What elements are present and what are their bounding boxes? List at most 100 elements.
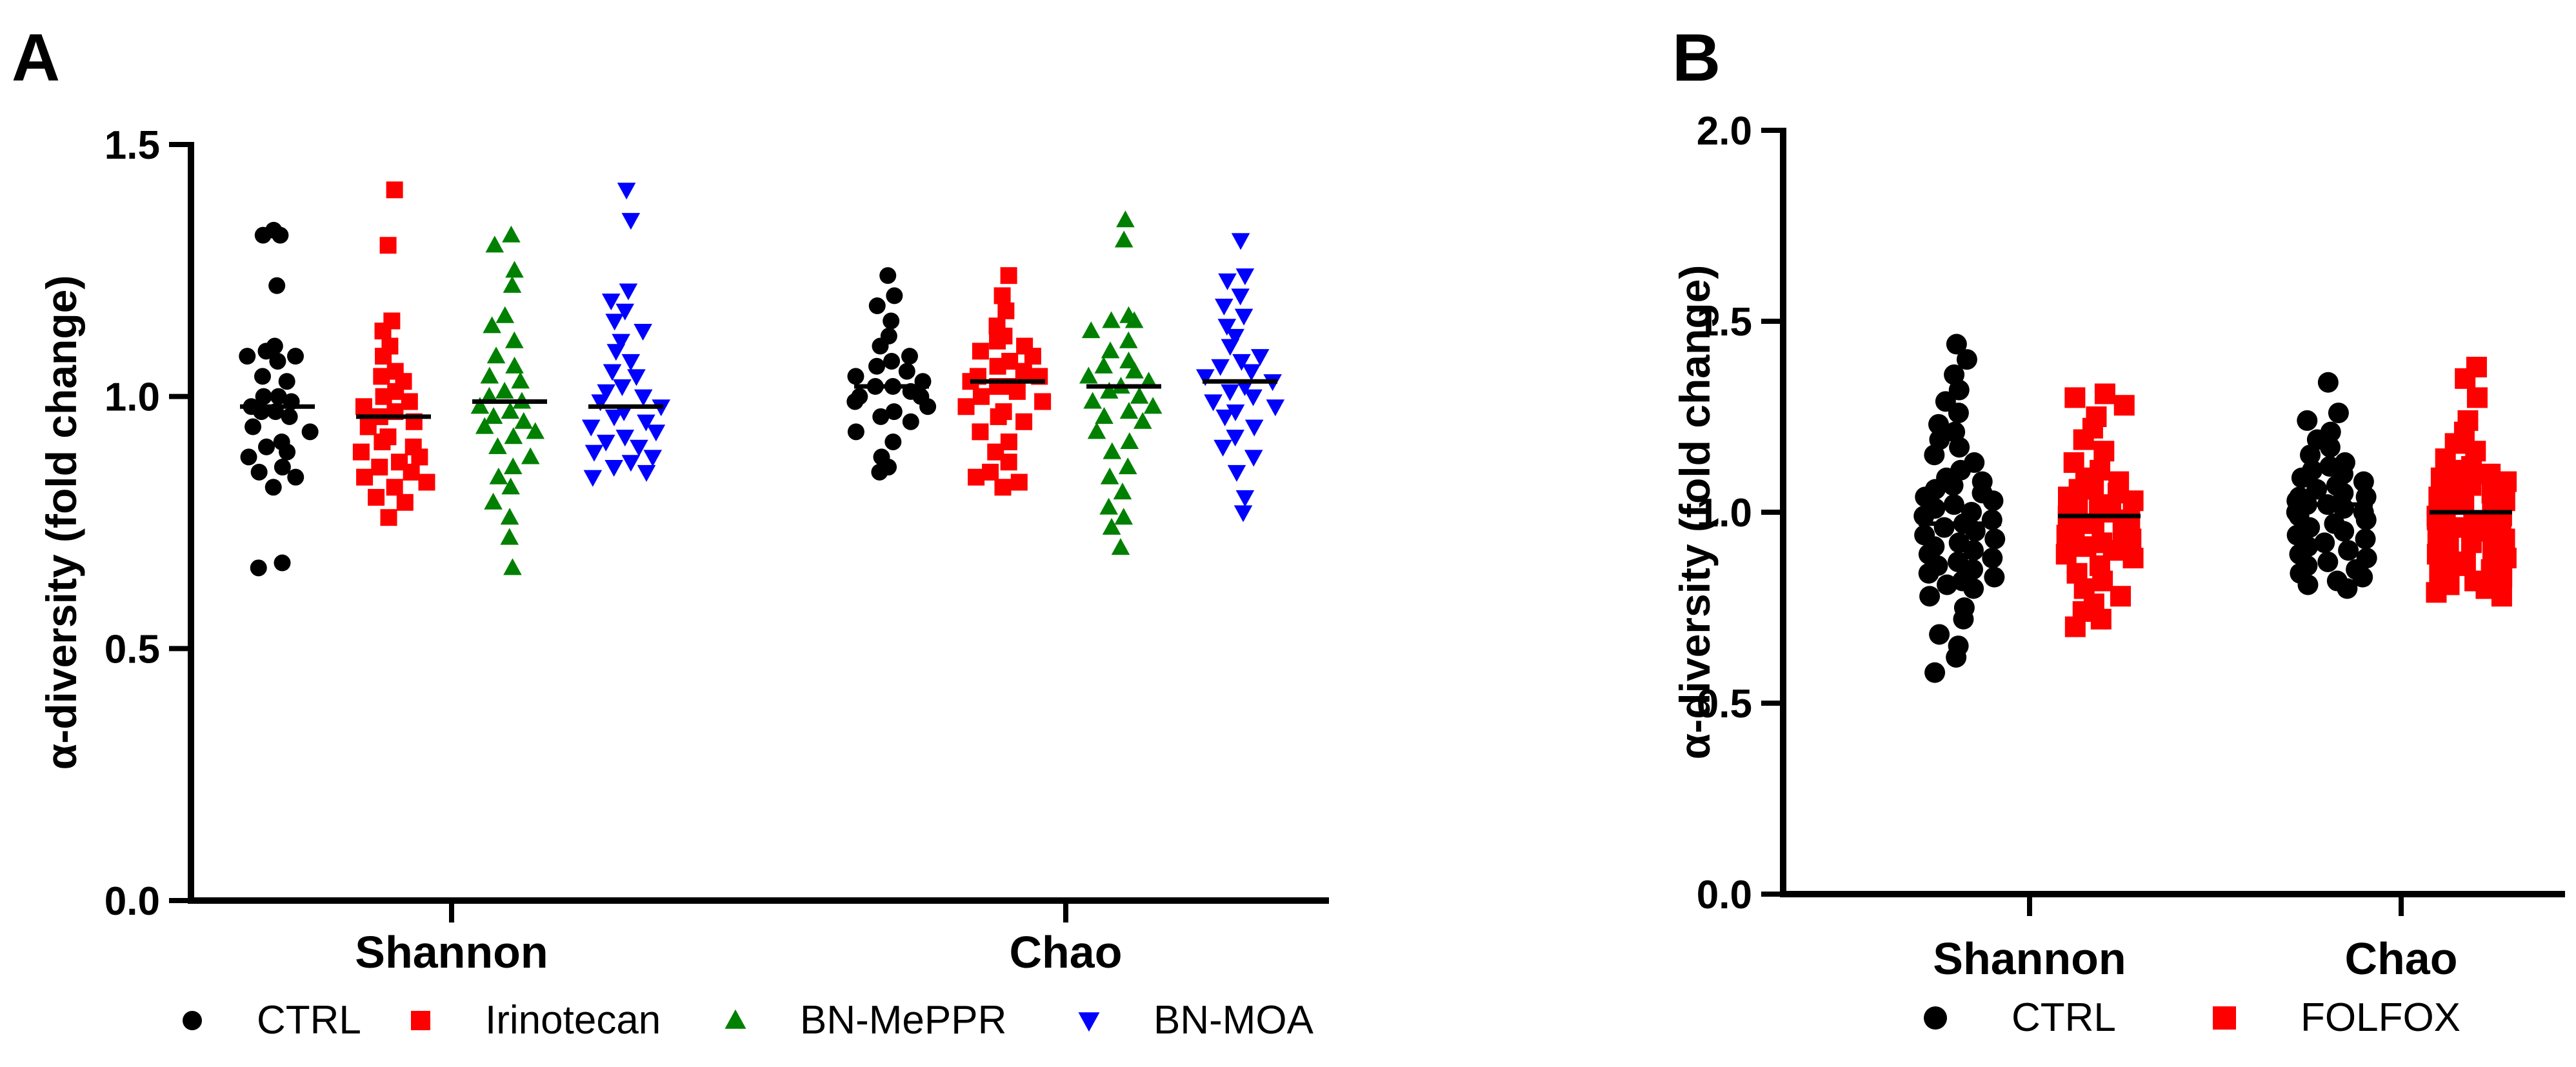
data-point-folfox-chao bbox=[2426, 544, 2448, 565]
data-point-bn-meppr-chao bbox=[1130, 386, 1149, 404]
data-point-folfox-shannon bbox=[2121, 528, 2142, 550]
data-point-bn-meppr-chao bbox=[1114, 230, 1133, 248]
data-point-ctrl-chao bbox=[2299, 444, 2321, 466]
data-point-folfox-shannon bbox=[2113, 395, 2135, 416]
data-point-ctrl-chao bbox=[2317, 372, 2339, 393]
data-point-ctrl-shannon bbox=[1956, 349, 1977, 370]
data-point-bn-meppr-chao bbox=[1102, 517, 1121, 535]
data-point-bn-moa-shannon bbox=[617, 183, 636, 200]
data-point-folfox-shannon bbox=[2056, 524, 2077, 546]
data-point-ctrl-shannon bbox=[258, 438, 275, 455]
legend-marker-irinotecan bbox=[411, 1011, 430, 1030]
data-point-ctrl-shannon bbox=[1924, 662, 1946, 683]
data-point-ctrl-chao bbox=[2306, 479, 2328, 500]
y-tick-label: 1.0 bbox=[1697, 491, 1752, 535]
data-point-ctrl-shannon bbox=[287, 348, 305, 365]
data-point-ctrl-shannon bbox=[301, 423, 319, 441]
data-point-folfox-shannon bbox=[2075, 536, 2097, 557]
data-point-bn-moa-shannon bbox=[606, 344, 626, 361]
data-point-bn-meppr-chao bbox=[1101, 341, 1120, 359]
y-axis-title: α-diversity (fold change) bbox=[37, 275, 85, 770]
data-point-irinotecan-chao bbox=[957, 398, 975, 415]
data-point-bn-meppr-shannon bbox=[503, 275, 522, 293]
data-point-bn-meppr-chao bbox=[1119, 331, 1138, 348]
data-point-bn-meppr-chao bbox=[1103, 442, 1122, 459]
data-point-ctrl-chao bbox=[868, 297, 886, 315]
data-point-ctrl-shannon bbox=[1962, 540, 1984, 561]
data-point-bn-meppr-shannon bbox=[502, 225, 521, 243]
data-point-irinotecan-shannon bbox=[375, 388, 392, 405]
data-point-bn-moa-shannon bbox=[619, 283, 638, 301]
data-point-ctrl-chao bbox=[2314, 532, 2335, 553]
data-point-bn-moa-shannon bbox=[634, 389, 653, 406]
data-point-ctrl-chao bbox=[872, 408, 890, 425]
data-point-bn-moa-chao bbox=[1244, 419, 1264, 437]
data-point-bn-meppr-shannon bbox=[505, 356, 524, 374]
data-point-bn-meppr-shannon bbox=[503, 558, 522, 575]
data-point-ctrl-chao bbox=[919, 398, 937, 415]
data-point-ctrl-shannon bbox=[1984, 528, 2006, 550]
data-point-bn-moa-shannon bbox=[597, 384, 615, 401]
data-point-irinotecan-shannon bbox=[411, 448, 428, 466]
data-point-bn-moa-chao bbox=[1233, 505, 1253, 523]
data-point-bn-moa-shannon bbox=[621, 354, 641, 371]
data-point-bn-moa-shannon bbox=[583, 470, 603, 487]
data-point-ctrl-chao bbox=[2353, 471, 2374, 492]
data-point-ctrl-chao bbox=[2328, 403, 2349, 424]
data-point-irinotecan-shannon bbox=[380, 509, 397, 526]
data-point-bn-meppr-shannon bbox=[501, 402, 520, 419]
data-point-bn-moa-shannon bbox=[604, 409, 624, 426]
data-point-folfox-shannon bbox=[2073, 429, 2094, 450]
legend-label-bn-moa: BN-MOA bbox=[1153, 998, 1314, 1042]
data-point-ctrl-shannon bbox=[274, 554, 291, 572]
data-point-irinotecan-chao bbox=[1008, 383, 1026, 400]
data-point-folfox-shannon bbox=[2055, 544, 2077, 565]
data-point-bn-meppr-shannon bbox=[503, 457, 523, 475]
data-point-ctrl-shannon bbox=[287, 468, 305, 486]
data-point-bn-moa-shannon bbox=[605, 314, 624, 331]
data-point-irinotecan-shannon bbox=[373, 368, 390, 385]
data-point-irinotecan-shannon bbox=[386, 479, 403, 496]
data-point-irinotecan-shannon bbox=[368, 488, 385, 506]
data-point-folfox-chao bbox=[2466, 387, 2488, 408]
data-point-folfox-shannon bbox=[2093, 441, 2115, 462]
data-point-bn-moa-chao bbox=[1235, 268, 1255, 286]
data-point-bn-meppr-shannon bbox=[505, 261, 524, 278]
data-point-bn-meppr-chao bbox=[1124, 311, 1144, 328]
data-point-irinotecan-chao bbox=[1015, 363, 1032, 380]
legend-label-bn-meppr: BN-MePPR bbox=[800, 998, 1006, 1042]
data-point-irinotecan-chao bbox=[990, 408, 1007, 425]
data-point-bn-moa-shannon bbox=[604, 460, 623, 477]
data-point-folfox-chao bbox=[2430, 467, 2451, 488]
data-point-bn-moa-chao bbox=[1218, 273, 1237, 290]
y-axis-title: α-diversity (fold change) bbox=[1671, 265, 1719, 760]
data-point-folfox-chao bbox=[2491, 586, 2512, 607]
data-point-ctrl-shannon bbox=[255, 388, 272, 405]
data-point-bn-meppr-shannon bbox=[500, 508, 519, 525]
data-point-bn-meppr-shannon bbox=[475, 417, 494, 434]
data-point-ctrl-shannon bbox=[239, 348, 256, 365]
y-tick-label: 0.5 bbox=[1697, 682, 1752, 726]
legend-label-ctrl: CTRL bbox=[257, 998, 361, 1042]
data-point-ctrl-chao bbox=[883, 312, 900, 330]
data-point-bn-moa-chao bbox=[1204, 394, 1223, 412]
legend-marker-bn-moa bbox=[1078, 1012, 1100, 1032]
data-point-ctrl-shannon bbox=[1948, 379, 1970, 401]
data-point-irinotecan-shannon bbox=[356, 468, 374, 486]
data-point-ctrl-chao bbox=[2338, 540, 2359, 561]
data-point-ctrl-shannon bbox=[1953, 608, 1974, 630]
data-point-bn-meppr-shannon bbox=[504, 331, 524, 348]
data-point-ctrl-shannon bbox=[269, 352, 286, 370]
data-point-bn-meppr-shannon bbox=[514, 412, 534, 429]
data-point-bn-moa-shannon bbox=[603, 364, 622, 381]
y-tick-label: 1.5 bbox=[1697, 300, 1752, 344]
data-point-bn-meppr-shannon bbox=[501, 477, 520, 495]
data-point-ctrl-chao bbox=[871, 463, 888, 481]
data-point-bn-meppr-chao bbox=[1143, 397, 1163, 414]
data-point-ctrl-chao bbox=[879, 267, 897, 284]
data-point-ctrl-shannon bbox=[272, 226, 289, 244]
data-point-bn-meppr-chao bbox=[1118, 457, 1137, 475]
data-point-folfox-shannon bbox=[2090, 608, 2112, 630]
data-point-irinotecan-shannon bbox=[355, 398, 372, 415]
